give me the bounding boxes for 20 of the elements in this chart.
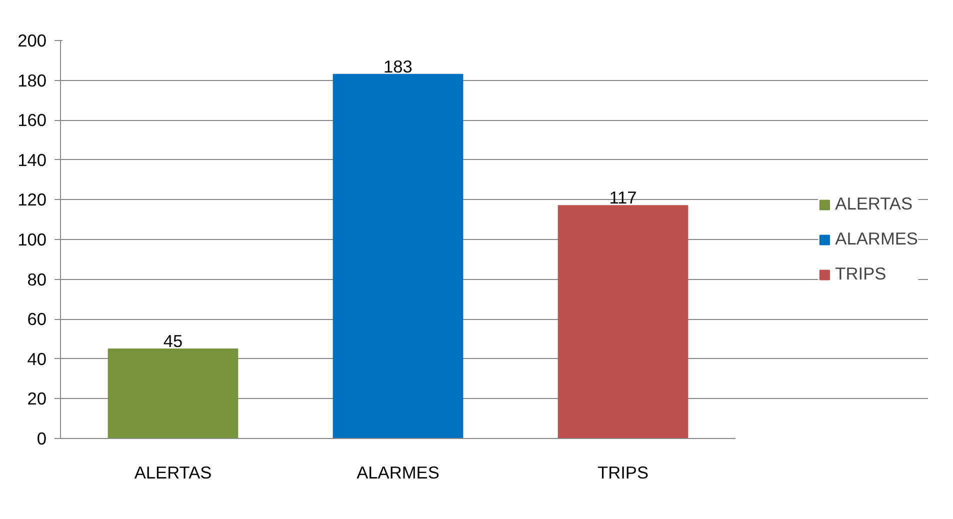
x-tick-label: ALERTAS: [134, 462, 212, 482]
data-label: 45: [163, 330, 183, 351]
legend-label: ALARMES: [835, 228, 918, 250]
y-tick-label: 60: [27, 309, 47, 330]
y-tick-label: 180: [18, 70, 47, 90]
y-tick-label: 100: [18, 230, 47, 250]
y-tick-label: 200: [18, 30, 47, 50]
y-tick-label: 40: [27, 348, 47, 369]
y-tick-label: 0: [36, 428, 47, 448]
data-label: 183: [384, 56, 412, 76]
y-tick-label: 120: [18, 190, 47, 210]
y-tick-label: 80: [27, 269, 47, 290]
legend-label: TRIPS: [835, 264, 886, 284]
y-tick-label: 160: [18, 110, 47, 130]
data-label: 117: [609, 188, 637, 208]
y-tick-label: 140: [18, 150, 47, 170]
x-tick-label: ALARMES: [356, 462, 440, 482]
y-tick-label: 20: [27, 388, 47, 409]
x-tick-label: TRIPS: [597, 462, 649, 482]
legend-label: ALERTAS: [835, 194, 913, 214]
